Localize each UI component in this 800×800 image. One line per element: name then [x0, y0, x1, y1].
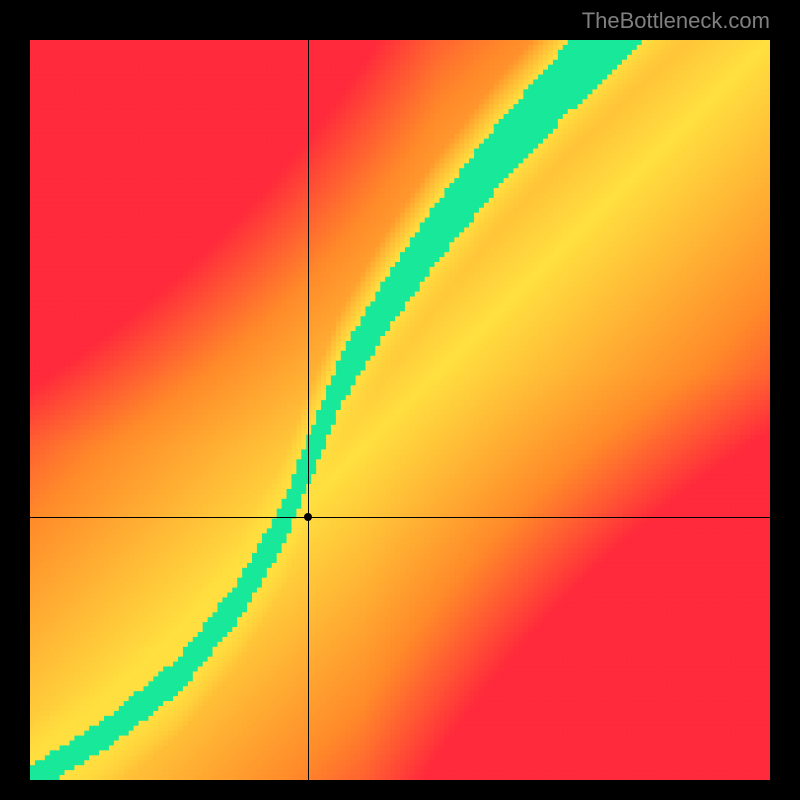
watermark-text: TheBottleneck.com [582, 8, 770, 34]
heatmap-canvas [30, 40, 770, 780]
heatmap-plot [30, 40, 770, 780]
crosshair-marker-dot [304, 513, 312, 521]
image-root: TheBottleneck.com [0, 0, 800, 800]
crosshair-horizontal [30, 517, 770, 518]
crosshair-vertical [308, 40, 309, 780]
